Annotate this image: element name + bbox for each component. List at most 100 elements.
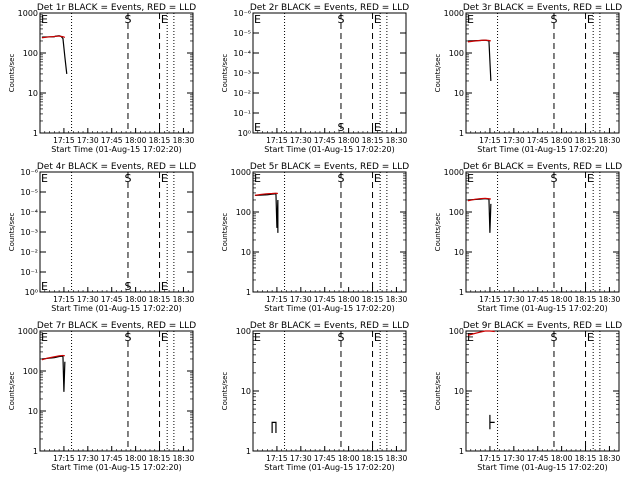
marker-label: E — [161, 280, 168, 293]
series-line-red-lld — [467, 330, 495, 336]
x-tick-label: 17:45 — [527, 295, 549, 304]
x-tick-label: 17:45 — [101, 454, 123, 463]
x-tick-label: 17:15 — [266, 295, 288, 304]
chart-title: Det 3r BLACK = Events, RED = LLD — [463, 3, 622, 13]
y-tick-label: 1 — [33, 447, 38, 456]
x-tick-label: 17:45 — [314, 454, 336, 463]
series-line-red-lld — [41, 354, 65, 361]
x-axis-label: Start Time (01-Aug-15 17:02:20) — [477, 463, 608, 472]
marker-label: E — [41, 331, 48, 344]
x-tick-label: 17:30 — [77, 295, 99, 304]
plot-frame — [465, 330, 620, 452]
x-tick-label: 18:15 — [149, 295, 171, 304]
x-tick-label: 17:15 — [266, 454, 288, 463]
marker-label: E — [467, 331, 474, 344]
chart-title: Det 8r BLACK = Events, RED = LLD — [250, 321, 409, 331]
marker-label: S — [337, 331, 344, 344]
y-tick-label: 1 — [459, 129, 464, 138]
marker-label: S — [337, 13, 344, 26]
marker-label: E — [161, 172, 168, 185]
x-tick-label: 18:00 — [551, 136, 573, 145]
x-tick-label: 18:30 — [599, 295, 621, 304]
y-tick-label: 1000 — [444, 9, 464, 18]
marker-label: E — [41, 172, 48, 185]
x-tick-label: 17:45 — [101, 136, 123, 145]
chart-panel-det-1: Det 1r BLACK = Events, RED = LLD 1 10 100 10… — [8, 3, 196, 154]
marker-label: S — [337, 172, 344, 185]
chart-panel-det-4: Det 4r BLACK = Events, RED = LLD 10⁰ 10⁻¹ 1… — [8, 162, 196, 313]
chart-panel-det-2: Det 2r BLACK = Events, RED = LLD 10⁰ 10⁻¹ 1… — [221, 3, 409, 154]
x-tick-label: 18:30 — [173, 136, 195, 145]
chart-panel-det-7: Det 7r BLACK = Events, RED = LLD 1 10 100 10… — [8, 321, 196, 472]
x-tick-label: 17:15 — [479, 295, 501, 304]
x-tick-label: 17:15 — [53, 136, 75, 145]
x-tick-label: 18:00 — [551, 295, 573, 304]
chart-title: Det 7r BLACK = Events, RED = LLD — [37, 321, 196, 331]
series-line-red-lld — [41, 35, 66, 39]
plot-frame — [39, 12, 194, 134]
y-tick-label: 100 — [236, 208, 251, 217]
x-axis-label: Start Time (01-Aug-15 17:02:20) — [264, 463, 395, 472]
x-tick-label: 17:15 — [53, 454, 75, 463]
x-axis-label: Start Time (01-Aug-15 17:02:20) — [477, 145, 608, 154]
chart-title: Det 1r BLACK = Events, RED = LLD — [37, 3, 196, 13]
x-tick-label: 18:30 — [386, 454, 408, 463]
x-tick-label: 17:30 — [503, 454, 525, 463]
x-tick-label: 18:00 — [125, 295, 147, 304]
y-tick-label: 10⁻⁵ — [233, 29, 251, 38]
y-tick-label: 1000 — [18, 327, 38, 336]
x-tick-label: 17:45 — [314, 295, 336, 304]
series-line-black-events — [467, 198, 492, 233]
series-line-red-lld — [254, 192, 278, 196]
y-tick-label: 1 — [33, 129, 38, 138]
y-tick-label: 10⁻¹ — [233, 109, 251, 118]
marker-label: S — [550, 13, 557, 26]
marker-label: S — [124, 13, 131, 26]
x-tick-label: 17:45 — [527, 136, 549, 145]
marker-label: E — [41, 280, 48, 293]
y-tick-label: 100 — [236, 327, 251, 336]
y-axis-label: Counts/sec — [8, 372, 16, 411]
y-tick-label: 100 — [23, 367, 38, 376]
y-tick-label: 10⁻⁴ — [233, 49, 251, 58]
marker-label: E — [161, 13, 168, 26]
x-tick-label: 18:15 — [575, 136, 597, 145]
x-tick-label: 18:30 — [173, 454, 195, 463]
y-tick-label: 10⁰ — [25, 288, 38, 297]
x-tick-label: 17:45 — [101, 295, 123, 304]
series-line-black-events — [41, 35, 68, 74]
plot-frame — [465, 12, 620, 134]
x-tick-label: 17:30 — [77, 454, 99, 463]
y-axis-label: Counts/sec — [221, 54, 229, 93]
y-tick-label: 10⁻⁶ — [233, 9, 251, 18]
y-tick-label: 10 — [28, 407, 38, 416]
x-tick-label: 18:00 — [125, 136, 147, 145]
x-tick-label: 18:00 — [338, 136, 360, 145]
y-tick-label: 10⁻² — [233, 89, 251, 98]
marker-label: S — [550, 331, 557, 344]
y-tick-label: 10 — [454, 89, 464, 98]
series-line-red-lld — [467, 39, 491, 43]
x-tick-label: 18:15 — [362, 295, 384, 304]
chart-title: Det 6r BLACK = Events, RED = LLD — [463, 162, 622, 172]
y-tick-label: 10⁻⁴ — [20, 208, 38, 217]
x-tick-label: 17:15 — [479, 454, 501, 463]
series-line-black-events — [254, 193, 279, 233]
x-tick-label: 17:30 — [503, 295, 525, 304]
x-tick-label: 17:30 — [290, 136, 312, 145]
y-tick-label: 100 — [449, 208, 464, 217]
marker-label: E — [254, 172, 261, 185]
y-tick-label: 1 — [246, 288, 251, 297]
y-tick-label: 1 — [246, 447, 251, 456]
x-tick-label: 17:15 — [266, 136, 288, 145]
marker-label: E — [254, 13, 261, 26]
series-line-black-events — [489, 414, 495, 430]
y-axis-label: Counts/sec — [434, 54, 442, 93]
y-tick-label: 1 — [459, 447, 464, 456]
x-tick-label: 18:00 — [125, 454, 147, 463]
y-tick-label: 10⁻⁵ — [20, 188, 38, 197]
marker-label: E — [374, 13, 381, 26]
x-tick-label: 18:15 — [575, 454, 597, 463]
x-axis-label: Start Time (01-Aug-15 17:02:20) — [51, 463, 182, 472]
x-tick-label: 18:15 — [362, 136, 384, 145]
